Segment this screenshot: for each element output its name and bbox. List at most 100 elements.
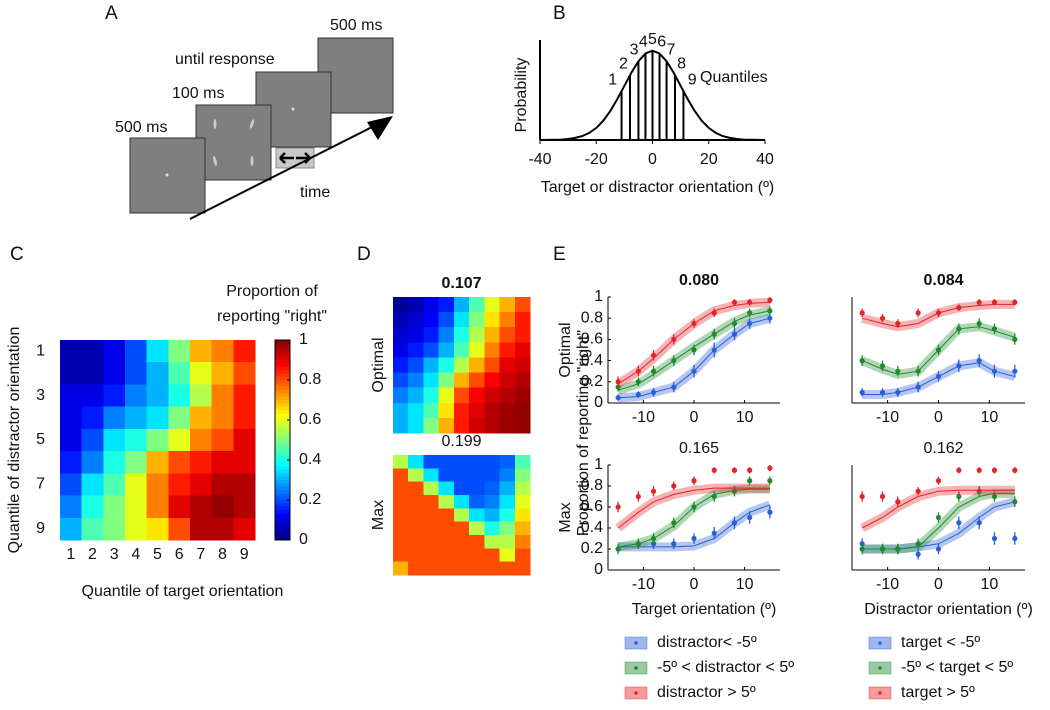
colorbar-segment	[275, 420, 290, 424]
data-point	[711, 467, 717, 473]
data-point	[767, 465, 773, 471]
colorbar-segment	[275, 523, 290, 528]
heatmap-cell	[514, 521, 531, 536]
colorbar-tick-label: 0.2	[299, 491, 321, 508]
colorbar-segment	[275, 383, 290, 388]
data-point	[650, 368, 657, 374]
chart-title: 0.162	[923, 440, 963, 457]
colorbar-segment	[275, 476, 290, 481]
heatmap-cell	[408, 508, 425, 523]
heatmap-cell	[484, 455, 501, 469]
heatmap-cell	[408, 468, 425, 483]
x-tick-label: 20	[700, 151, 718, 168]
heatmap-cell	[408, 372, 425, 389]
heatmap-cell	[81, 428, 104, 452]
colorbar-segment	[275, 406, 290, 411]
heatmap-cell	[408, 455, 425, 469]
heatmap-cell	[393, 297, 409, 313]
heatmap-cell	[469, 521, 485, 536]
heatmap-cell	[499, 481, 516, 496]
colorbar-segment	[275, 380, 290, 384]
colorbar-tick-label: 0.4	[299, 451, 321, 468]
y-tick-label: 0.6	[581, 498, 603, 515]
data-point	[879, 389, 886, 395]
fixation	[165, 173, 169, 177]
data-point	[879, 546, 886, 552]
heatmap-cell	[438, 521, 455, 536]
colorbar-segment	[275, 430, 290, 434]
heatmap-cell	[211, 428, 234, 452]
heatmap-cell	[484, 417, 501, 434]
heatmap-cell	[233, 362, 256, 386]
heatmap-cell	[168, 428, 191, 452]
heatmap-cell	[211, 340, 234, 363]
heatmap-cell	[484, 535, 501, 549]
x-axis-label: Distractor orientation (º)	[864, 601, 1033, 618]
frame	[195, 104, 272, 181]
fixation	[291, 107, 295, 111]
x-tick-label: -10	[876, 576, 899, 593]
heatmap-cell	[211, 495, 234, 519]
heatmap-cell	[81, 340, 104, 363]
y-tick-label: 0.2	[581, 373, 603, 390]
heatmap-cell	[146, 384, 169, 408]
data-point	[711, 347, 717, 353]
colorbar-segment	[275, 520, 290, 524]
x-tick-label: 5	[153, 546, 162, 563]
data-point	[731, 331, 738, 337]
heatmap-cell	[438, 508, 455, 523]
heatmap-cell	[233, 495, 256, 519]
heatmap-cell	[499, 342, 516, 359]
data-point	[731, 320, 738, 327]
heatmap-cell	[499, 417, 516, 434]
heatmap-cell	[423, 312, 440, 328]
data-point	[991, 493, 998, 500]
heatmap-cell	[438, 327, 455, 343]
heatmap-cell	[408, 342, 425, 359]
data-point	[767, 315, 773, 321]
heatmap-cell	[499, 297, 516, 313]
heatmap-cell	[469, 312, 485, 328]
heatmap-cell	[146, 340, 169, 363]
data-point	[976, 299, 982, 305]
heatmap-cell	[233, 406, 256, 430]
heatmap-cell	[60, 384, 83, 408]
heatmap-cell	[453, 495, 470, 509]
heatmap-cell	[211, 362, 234, 386]
data-point	[956, 493, 962, 500]
heatmap-cell	[438, 417, 455, 434]
x-tick-label: 10	[980, 409, 998, 426]
heatmap-cell	[514, 495, 531, 509]
heatmap-cell	[484, 327, 501, 343]
data-point	[991, 535, 998, 542]
heatmap-cell	[499, 561, 516, 576]
heatmap-cell	[103, 473, 126, 497]
heatmap-cell	[438, 372, 455, 389]
heatmap-cell	[423, 327, 440, 343]
heatmap-cell	[168, 340, 191, 363]
data-point	[956, 326, 962, 332]
data-point	[747, 467, 753, 473]
quantile-label: 5	[648, 31, 657, 48]
data-point	[650, 535, 657, 542]
heatmap-cell	[484, 342, 501, 359]
heatmap-cell	[453, 455, 470, 469]
legend-marker	[634, 691, 638, 695]
colorbar-segment	[275, 473, 290, 478]
colorbar-segment	[275, 373, 290, 378]
colorbar-segment	[275, 363, 290, 368]
y-tick-label: 1	[594, 288, 603, 305]
colorbar-segment	[275, 456, 290, 461]
data-point	[1012, 336, 1018, 342]
heatmap-cell	[125, 384, 148, 408]
heatmap-cell	[469, 548, 485, 563]
axis-label: time	[300, 184, 330, 201]
panel-label: C	[10, 244, 24, 265]
heatmap-cell	[408, 402, 425, 419]
colorbar-segment	[275, 403, 290, 408]
quantile-label: 2	[619, 55, 628, 72]
heatmap-cell	[484, 521, 501, 536]
data-point	[879, 315, 886, 321]
heatmap-cell	[211, 406, 234, 430]
x-axis-label: Target orientation (º)	[632, 601, 777, 618]
